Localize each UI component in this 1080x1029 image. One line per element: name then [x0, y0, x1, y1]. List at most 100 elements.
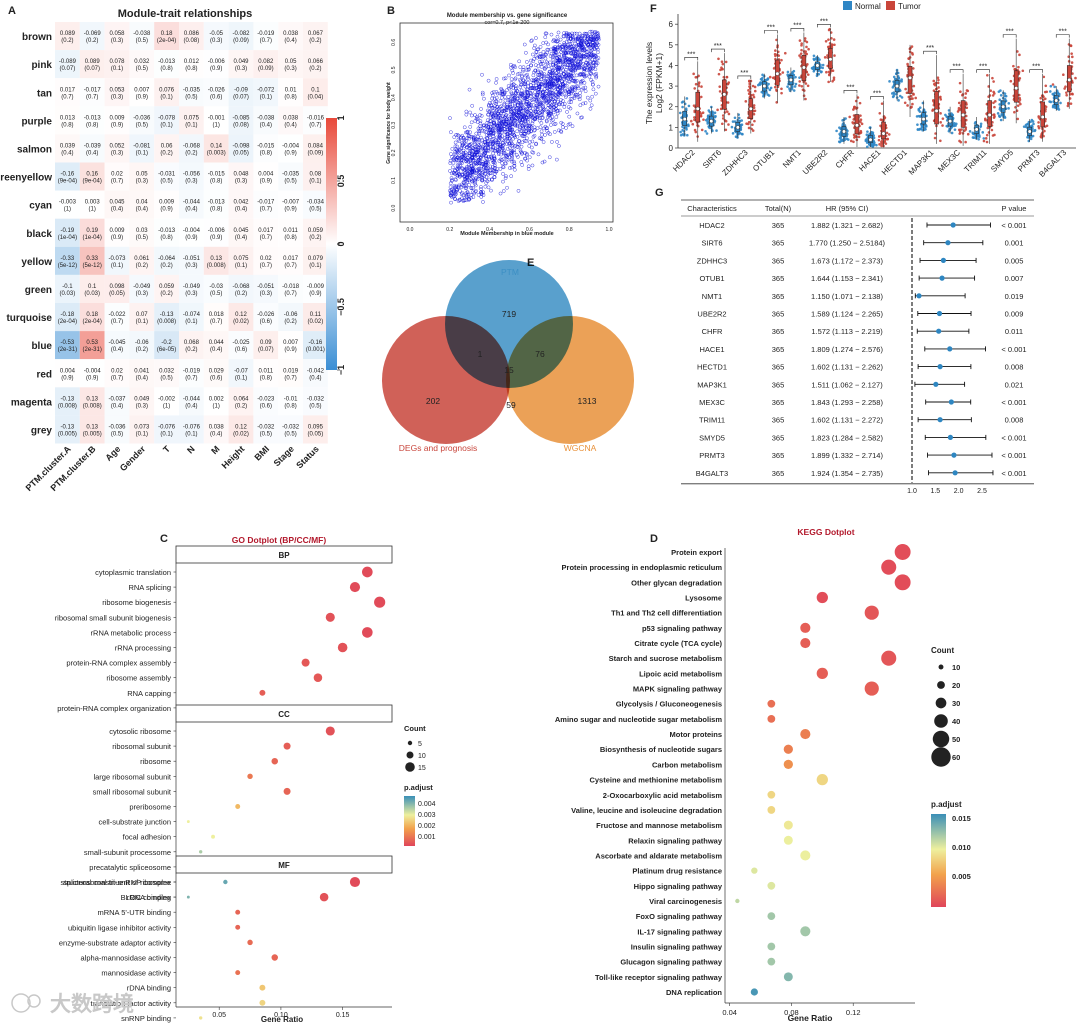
box-point — [885, 131, 889, 135]
box-sig-label: *** — [820, 18, 828, 25]
box-point — [793, 85, 797, 88]
kegg-count-legend-dot — [934, 714, 948, 728]
scatter-point — [493, 172, 497, 176]
scatter-point — [453, 189, 458, 194]
scatter-point — [506, 98, 511, 102]
scatter-point — [475, 177, 480, 182]
scatter-point — [532, 57, 536, 61]
heatmap-cell — [179, 218, 204, 247]
scatter-point — [550, 114, 555, 119]
kegg-term-label: Viral carcinogenesis — [649, 897, 722, 906]
scatter-point — [563, 44, 568, 49]
heatmap-cell — [129, 246, 155, 275]
scatter-point — [523, 91, 527, 96]
box-point — [713, 121, 716, 124]
heatmap-cell — [203, 22, 229, 51]
kegg-dot — [800, 622, 811, 633]
heatmap-cell — [55, 218, 80, 247]
box-point — [954, 124, 957, 127]
scatter-point — [467, 143, 471, 148]
scatter-point — [555, 39, 559, 44]
heatmap-cell-value: 0.045 — [109, 200, 125, 206]
forest-row-p: 0.007 — [1005, 274, 1024, 283]
go-term-label: cell-substrate junction — [98, 818, 171, 827]
scatter-point — [534, 63, 538, 67]
scatter-point — [503, 126, 507, 131]
kegg-term-label: Protein processing in endoplasmic reticu… — [562, 563, 723, 572]
scatter-point — [527, 102, 531, 107]
scatter-point — [509, 91, 514, 96]
scatter-point — [456, 133, 461, 138]
box-point — [773, 85, 777, 89]
scatter-point — [489, 188, 493, 193]
scatter-point — [483, 184, 488, 189]
scatter-point — [564, 93, 569, 98]
forest-row-total: 365 — [772, 433, 785, 442]
kegg-term-label: 2-Oxocarboxylic acid metabolism — [603, 791, 723, 800]
scatter-point — [489, 154, 493, 159]
forest-row-p: 0.008 — [1005, 363, 1024, 372]
heatmap-cell — [79, 218, 105, 247]
scatter-y-tick: 0.2 — [391, 149, 397, 156]
heatmap-cell-pvalue: (0.7) — [260, 38, 272, 44]
heatmap-cell-pvalue: (0.4) — [284, 122, 296, 128]
box-point — [917, 108, 921, 112]
box-point — [718, 85, 722, 88]
box-median — [709, 119, 714, 124]
kegg-padj-legend-label: 0.005 — [952, 872, 971, 881]
box-point — [924, 124, 927, 128]
scatter-point — [497, 149, 501, 153]
heatmap-cell-value: -0.013 — [84, 115, 102, 121]
heatmap-cell — [154, 246, 179, 275]
forest-row-p: < 0.001 — [1001, 345, 1026, 354]
box-point — [804, 97, 807, 101]
scatter-point — [448, 191, 453, 195]
scatter-point — [509, 174, 513, 178]
scatter-point — [473, 190, 478, 194]
scatter-point — [469, 164, 474, 169]
scatter-point — [462, 168, 466, 173]
scatter-point — [511, 143, 515, 148]
forest-row-hr: 1.823 (1.284 − 2.582) — [811, 433, 883, 442]
box-point — [724, 128, 728, 132]
scatter-point — [480, 90, 485, 95]
heatmap-cell — [154, 303, 179, 332]
scatter-frame — [399, 22, 614, 223]
box-point — [800, 85, 804, 88]
heatmap-cell — [179, 50, 204, 79]
scatter-point — [518, 99, 522, 103]
forest-row-name: PRMT3 — [699, 451, 724, 460]
forest-row-hr: 1.899 (1.332 − 2.714) — [811, 451, 883, 460]
scatter-point — [467, 87, 472, 92]
kegg-padj-legend-label: 0.015 — [952, 814, 971, 823]
kegg-term-label: DNA replication — [666, 988, 722, 997]
box-point — [681, 105, 684, 109]
box-point — [968, 130, 972, 133]
heatmap-cell-pvalue: (0.005) — [58, 431, 77, 437]
scatter-point — [550, 55, 555, 60]
heatmap-cell — [228, 162, 254, 191]
scatter-point — [502, 136, 507, 140]
scatter-point — [563, 95, 568, 99]
box-point — [991, 76, 994, 80]
heatmap-cell-value: -0.044 — [183, 396, 201, 402]
scatter-point — [485, 118, 490, 122]
box-point — [761, 76, 764, 80]
scatter-point — [527, 155, 532, 160]
go-term-label: rRNA metabolic process — [91, 628, 172, 637]
heatmap-cell — [154, 331, 179, 360]
scatter-point — [560, 122, 565, 126]
scatter-point — [551, 110, 556, 115]
scatter-point — [473, 161, 478, 166]
box-x-label: HECTD1 — [880, 148, 909, 177]
heatmap-cell — [303, 134, 328, 163]
scatter-point — [548, 73, 552, 77]
box-x-label: ZDHHC3 — [720, 148, 750, 178]
heatmap-cell — [79, 359, 105, 388]
box-point — [726, 101, 730, 104]
scatter-point — [493, 110, 497, 115]
scatter-point — [478, 119, 483, 123]
scatter-point — [519, 150, 523, 154]
heatmap-cell — [303, 22, 328, 51]
scatter-point — [578, 72, 582, 76]
